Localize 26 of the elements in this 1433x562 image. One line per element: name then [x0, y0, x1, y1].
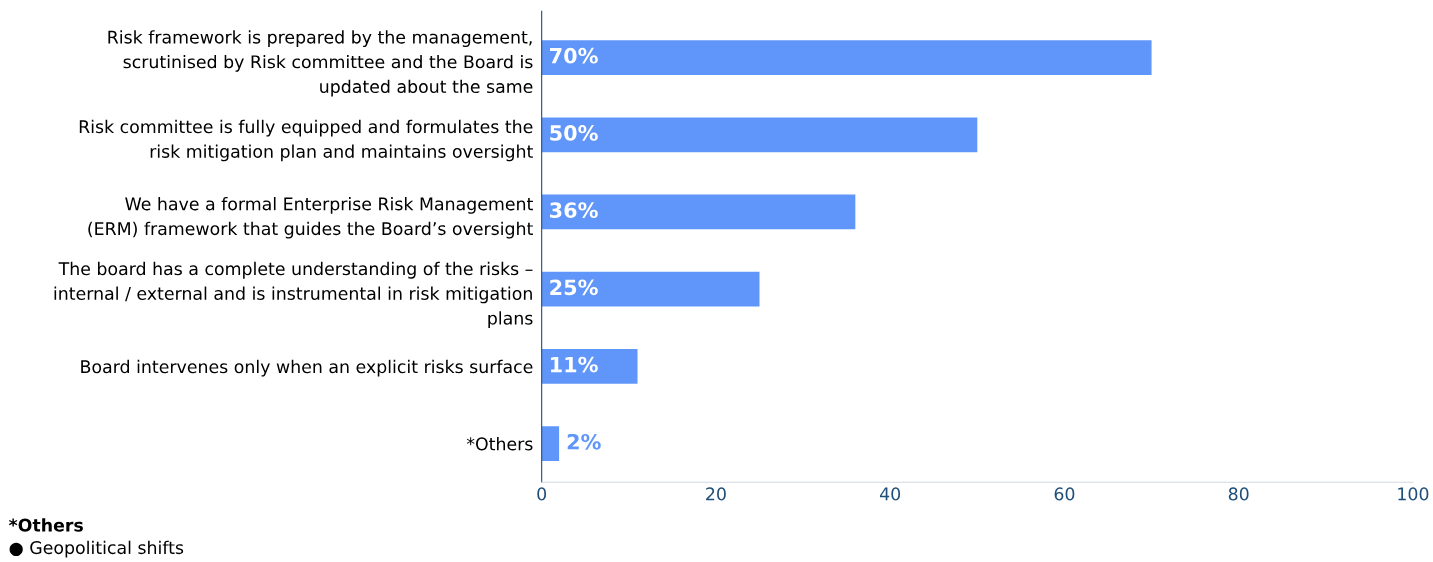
y-tick-label: The board has a complete understanding of the risks – internal / external and is instrumental in risk mitigation plans	[54, 261, 533, 329]
data-label: 25%	[550, 279, 598, 296]
y-tick-label: Risk framework is prepared by the management, scrutinised by Risk committee and the Board is updated about the same	[108, 30, 533, 97]
y-tick-label: Board intervenes only when an explicit risks surface	[81, 359, 533, 377]
text: ● Geopolitical shifts	[9, 540, 184, 558]
y-tick-label: We have a formal Enterprise Risk Management (ERM) framework that guides the Board’s oversight	[88, 196, 533, 239]
x-tick-label: 60	[1054, 487, 1075, 501]
bar	[541, 349, 638, 384]
bar	[541, 426, 560, 461]
y-tick-label: Risk committee is fully equipped and formulates the risk mitigation plan and maintains oversight	[79, 119, 533, 162]
x-tick-label: 100	[1398, 487, 1429, 501]
data-label: 2%	[567, 433, 601, 450]
bar	[541, 40, 1152, 75]
x-tick-label: 40	[879, 487, 901, 501]
data-label: 70%	[550, 47, 598, 64]
data-label: 36%	[550, 202, 598, 219]
data-label: 50%	[550, 125, 598, 141]
bar	[541, 271, 760, 307]
y-tick-label: *Others	[466, 437, 533, 451]
x-tick-label: 20	[706, 487, 726, 501]
data-label: 11%	[550, 356, 598, 373]
bar	[541, 194, 856, 230]
x-tick-label: 80	[1228, 487, 1249, 501]
bar	[541, 117, 978, 153]
x-tick-label: 0	[537, 487, 547, 501]
text: *Others	[8, 518, 83, 532]
